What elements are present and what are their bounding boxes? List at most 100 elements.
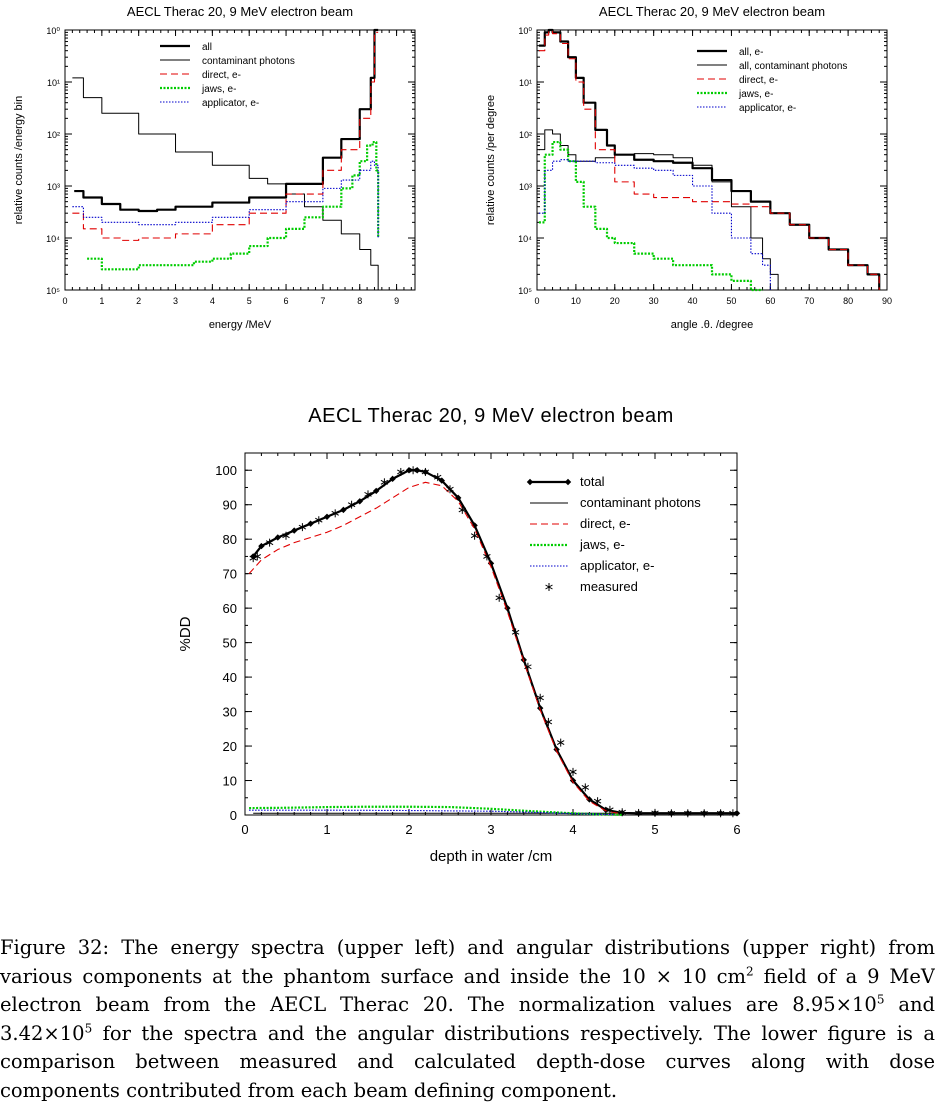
- measured-point: [380, 478, 389, 487]
- measured-point: [458, 505, 467, 514]
- measured-point: [253, 552, 262, 561]
- y-tick-label: 30: [223, 705, 237, 720]
- total-point: [553, 746, 560, 753]
- total-point: [258, 542, 265, 550]
- x-axis-label: angle .θ. /degree: [671, 319, 754, 331]
- x-tick-label: 4: [210, 296, 215, 306]
- x-tick-label: 7: [320, 296, 325, 306]
- caption-sup-1: 2: [746, 964, 754, 978]
- total-point: [389, 475, 396, 483]
- measured-point: [593, 797, 602, 806]
- y-tick-label: 10⁴: [518, 234, 532, 244]
- series-applicator-line: [249, 809, 615, 816]
- y-axis-label: relative counts /per degree: [485, 95, 497, 225]
- x-tick-label: 60: [765, 296, 775, 306]
- y-tick-label: 10⁰: [518, 26, 532, 36]
- legend-label: total: [580, 474, 605, 489]
- measured-point: [495, 593, 503, 602]
- measured-point: [433, 473, 442, 482]
- caption-text-3: and 3.42×10: [0, 993, 935, 1045]
- y-tick-label: 20: [223, 739, 237, 754]
- legend-label: direct, e-: [580, 516, 631, 531]
- y-tick-label: 90: [223, 498, 237, 513]
- measured-point: [700, 809, 708, 818]
- x-tick-label: 20: [610, 296, 620, 306]
- measured-point: [364, 490, 372, 499]
- legend-label: all, contaminant photons: [739, 61, 847, 72]
- x-tick-label: 0: [534, 296, 539, 306]
- y-tick-label: 10⁴: [46, 234, 60, 244]
- total-point: [602, 806, 609, 814]
- legend-label: applicator, e-: [739, 103, 796, 114]
- measured-point: [556, 738, 565, 747]
- x-tick-label: 80: [843, 296, 853, 306]
- series-jaws-line: [249, 805, 623, 816]
- total-point: [373, 487, 380, 495]
- y-tick-label: 10⁵: [518, 286, 532, 296]
- x-tick-label: 2: [405, 822, 412, 837]
- legend-total-marker: [564, 478, 572, 486]
- series-direct-line: [72, 31, 379, 241]
- x-tick-label: 6: [284, 296, 289, 306]
- measured-point: [298, 523, 307, 532]
- series-contaminant-line: [538, 129, 779, 290]
- legend-measured-marker: [545, 583, 553, 591]
- measured-point: [667, 809, 676, 818]
- legend-label: applicator, e-: [580, 558, 654, 573]
- legend-label: jaws, e-: [579, 537, 625, 552]
- caption-text-2: field of a 9 MeV electron beam from the …: [0, 964, 935, 1017]
- chart-title: AECL Therac 20, 9 MeV electron beam: [599, 4, 825, 19]
- series-applicator-line: [72, 160, 379, 238]
- legend-label: applicator, e-: [202, 98, 259, 109]
- measured-point: [265, 538, 274, 547]
- x-tick-label: 2: [136, 296, 141, 306]
- total-point: [307, 520, 314, 527]
- measured-point: [716, 809, 725, 818]
- series-contaminant-line: [72, 77, 379, 290]
- total-point: [274, 534, 281, 541]
- y-tick-label: 40: [223, 670, 237, 685]
- y-tick-label: 10²: [47, 130, 60, 140]
- total-point: [537, 704, 544, 712]
- x-tick-label: 4: [569, 822, 576, 837]
- y-tick-label: 10⁵: [46, 286, 60, 296]
- y-tick-label: 10³: [519, 182, 532, 192]
- x-tick-label: 70: [804, 296, 814, 306]
- y-axis-label: %DD: [177, 616, 194, 651]
- total-point: [291, 527, 298, 534]
- measured-point: [282, 531, 290, 540]
- x-tick-label: 10: [571, 296, 581, 306]
- measured-point: [544, 717, 553, 726]
- y-tick-label: 60: [223, 601, 237, 616]
- x-tick-label: 5: [247, 296, 252, 306]
- y-tick-label: 70: [223, 567, 237, 582]
- x-tick-label: 3: [173, 296, 178, 306]
- y-tick-label: 10⁰: [46, 26, 60, 36]
- y-tick-label: 80: [223, 532, 237, 547]
- legend-label: direct, e-: [202, 70, 241, 81]
- total-point: [414, 467, 421, 474]
- x-tick-label: 40: [688, 296, 698, 306]
- measured-point: [409, 466, 417, 475]
- chart-title: AECL Therac 20, 9 MeV electron beam: [127, 4, 353, 19]
- x-tick-label: 1: [99, 296, 104, 306]
- measured-point: [729, 809, 737, 818]
- measured-point: [446, 485, 454, 494]
- measured-point: [606, 805, 614, 814]
- x-tick-label: 9: [394, 296, 399, 306]
- legend-label: jaws, e-: [201, 84, 236, 95]
- series-jaws-line: [87, 140, 380, 271]
- y-tick-label: 10: [223, 774, 237, 789]
- measured-point: [511, 628, 520, 637]
- figure-charts: AECL Therac 20, 9 MeV electron beam energ…: [13, 4, 892, 865]
- caption-sup-3: 5: [84, 1021, 93, 1035]
- figure-caption: Figure 32: The energy spectra (upper lef…: [0, 934, 935, 1105]
- y-tick-label: 10¹: [519, 78, 532, 88]
- legend-label: contaminant photons: [202, 56, 295, 67]
- legend-label: jaws, e-: [738, 89, 773, 100]
- x-axis-label: depth in water /cm: [430, 848, 553, 865]
- legend-total-marker: [526, 478, 534, 486]
- measured-point: [331, 509, 339, 518]
- chart-title: AECL Therac 20, 9 MeV electron beam: [308, 405, 673, 427]
- plot-frame: [536, 29, 888, 291]
